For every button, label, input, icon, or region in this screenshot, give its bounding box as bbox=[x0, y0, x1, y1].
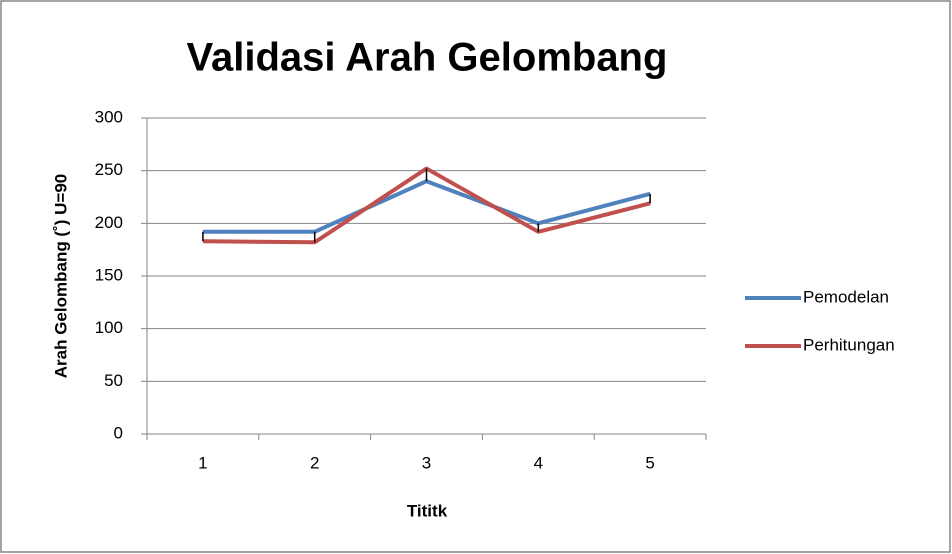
x-tick-label: 4 bbox=[534, 453, 543, 472]
y-tick-label: 50 bbox=[104, 371, 123, 390]
y-tick-label: 250 bbox=[95, 160, 123, 179]
chart-title: Validasi Arah Gelombang bbox=[187, 36, 668, 80]
y-tick-label: 0 bbox=[114, 423, 123, 442]
legend-label: Perhitungan bbox=[803, 335, 895, 354]
y-tick-label: 150 bbox=[95, 265, 123, 284]
x-tick-label: 3 bbox=[422, 453, 431, 472]
x-tick-label: 1 bbox=[198, 453, 207, 472]
y-axis-label: Arah Gelombang (˚) U=90 bbox=[51, 174, 70, 379]
y-tick-label: 200 bbox=[95, 213, 123, 232]
x-tick-label: 2 bbox=[310, 453, 319, 472]
legend-label: Pemodelan bbox=[803, 287, 889, 306]
x-tick-label: 5 bbox=[645, 453, 654, 472]
y-tick-label: 100 bbox=[95, 318, 123, 337]
x-axis-label: Tititk bbox=[407, 501, 448, 520]
y-tick-label: 300 bbox=[95, 107, 123, 126]
